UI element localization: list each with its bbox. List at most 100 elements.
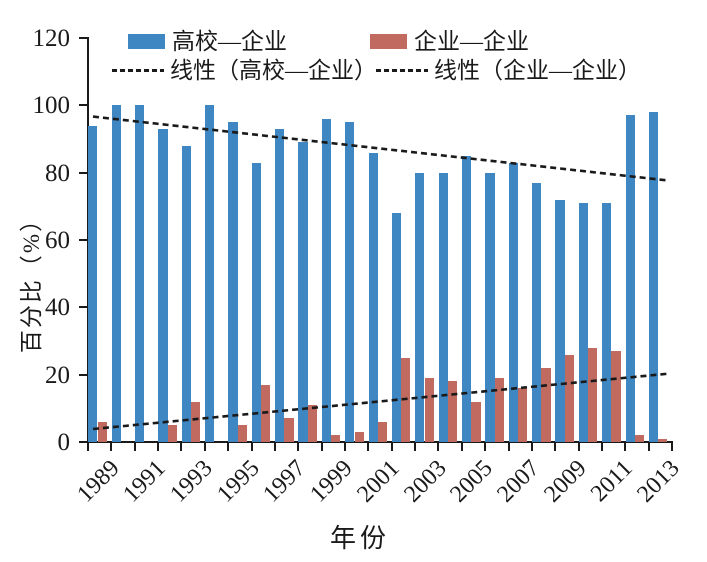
legend-item-enterprise-enterprise: 企业—企业 <box>370 30 529 53</box>
y-tick <box>79 171 88 174</box>
bar-s0-1994 <box>205 105 215 442</box>
bar-s1-2012 <box>634 435 645 442</box>
legend-swatch-enterprise-enterprise-icon <box>370 33 407 49</box>
x-tick <box>133 442 136 451</box>
x-tick <box>297 442 300 451</box>
x-tick <box>157 442 160 451</box>
x-tick <box>250 442 253 451</box>
bar-s1-1997 <box>284 418 294 442</box>
x-tick <box>87 442 89 451</box>
y-tick-label: 20 <box>45 361 70 389</box>
x-tick <box>507 442 510 451</box>
x-tick <box>110 442 113 451</box>
y-tick-label: 60 <box>45 227 70 254</box>
bar-s0-2004 <box>438 172 448 442</box>
legend-item-linear-university-enterprise: 线性（高校—企业） <box>112 57 377 83</box>
legend-item-university-enterprise: 高校—企业 <box>128 28 287 54</box>
x-tick <box>320 442 323 451</box>
bar-s1-1993 <box>190 401 201 442</box>
bar-s0-1995 <box>228 122 238 442</box>
x-axis-line <box>87 441 673 443</box>
bar-s0-1999 <box>321 118 332 442</box>
x-tick <box>624 442 627 451</box>
bar-s0-2005 <box>462 155 472 442</box>
bar-s1-2001 <box>377 421 388 442</box>
legend-label-university-enterprise: 高校—企业 <box>172 28 287 54</box>
trendline-1 <box>92 372 669 431</box>
bar-s0-2011 <box>602 203 612 442</box>
x-tick <box>484 442 487 451</box>
legend-dash-enterprise-enterprise-icon <box>376 68 428 72</box>
bar-s0-1990 <box>111 105 121 442</box>
bar-s1-2007 <box>518 388 528 442</box>
bar-s0-2001 <box>368 152 378 442</box>
x-tick <box>647 442 650 451</box>
y-tick <box>79 306 88 309</box>
legend-item-linear-enterprise-enterprise: 线性（企业—企业） <box>376 57 641 83</box>
x-tick <box>530 442 533 451</box>
bar-s0-2010 <box>578 203 589 442</box>
bar-s0-2013 <box>648 112 659 442</box>
x-tick <box>273 442 276 451</box>
bar-s0-1993 <box>181 145 191 442</box>
bar-s0-2009 <box>555 199 565 442</box>
y-tick <box>79 37 88 39</box>
y-tick-label: 0 <box>57 429 71 456</box>
bar-s0-2006 <box>485 172 495 442</box>
bar-s1-2009 <box>564 354 574 442</box>
bar-s0-2012 <box>625 115 635 442</box>
y-tick <box>79 441 88 443</box>
bar-s0-1989 <box>88 125 98 442</box>
bar-s1-2000 <box>354 431 364 442</box>
x-axis-title: 年份 <box>329 524 390 553</box>
x-tick <box>554 442 557 451</box>
legend-label-linear-enterprise-enterprise: 线性（企业—企业） <box>434 57 641 83</box>
legend-swatch-university-enterprise-icon <box>128 33 165 49</box>
bar-s1-2011 <box>611 351 621 442</box>
trendline-0 <box>92 115 669 182</box>
bar-s0-2007 <box>508 162 518 442</box>
bar-s0-1991 <box>134 105 145 442</box>
x-tick <box>390 442 393 451</box>
y-tick-label: 100 <box>32 92 71 120</box>
bar-s1-2008 <box>541 367 551 442</box>
bar-s0-1998 <box>298 142 308 442</box>
y-tick <box>79 239 88 241</box>
y-axis-title: 百分比（%） <box>19 206 44 354</box>
bar-s1-1999 <box>331 435 341 442</box>
y-tick <box>79 373 88 376</box>
legend-dash-university-enterprise-icon <box>112 68 164 72</box>
y-tick-label: 120 <box>32 25 71 52</box>
legend-label-linear-university-enterprise: 线性（高校—企业） <box>170 57 377 83</box>
bar-s1-2005 <box>471 401 481 442</box>
x-tick <box>671 442 673 451</box>
y-axis-line <box>87 37 89 443</box>
y-tick-label: 80 <box>45 159 70 187</box>
bar-s0-1997 <box>275 128 285 442</box>
x-tick <box>367 442 370 451</box>
x-tick <box>180 442 183 451</box>
bar-s0-2008 <box>532 182 542 442</box>
x-tick <box>460 442 463 451</box>
bar-s1-2013 <box>658 438 668 442</box>
x-tick <box>203 442 206 451</box>
y-tick <box>79 104 88 107</box>
x-tick <box>437 442 440 451</box>
bar-s1-1998 <box>307 405 317 442</box>
bar-s1-1995 <box>237 425 247 442</box>
bar-s1-1989 <box>97 421 107 442</box>
x-tick <box>600 442 603 451</box>
bar-s1-2006 <box>494 378 504 442</box>
bar-s0-2000 <box>345 122 355 442</box>
x-tick <box>414 442 416 451</box>
bar-s1-1992 <box>167 425 177 442</box>
bar-s1-2004 <box>447 381 458 442</box>
bar-s0-2003 <box>415 172 425 442</box>
bar-s1-2003 <box>424 378 434 442</box>
bar-s0-2002 <box>391 213 402 442</box>
x-tick <box>227 442 230 451</box>
x-tick <box>577 442 580 451</box>
bar-s0-1996 <box>251 162 261 442</box>
y-tick-label: 40 <box>45 294 70 322</box>
